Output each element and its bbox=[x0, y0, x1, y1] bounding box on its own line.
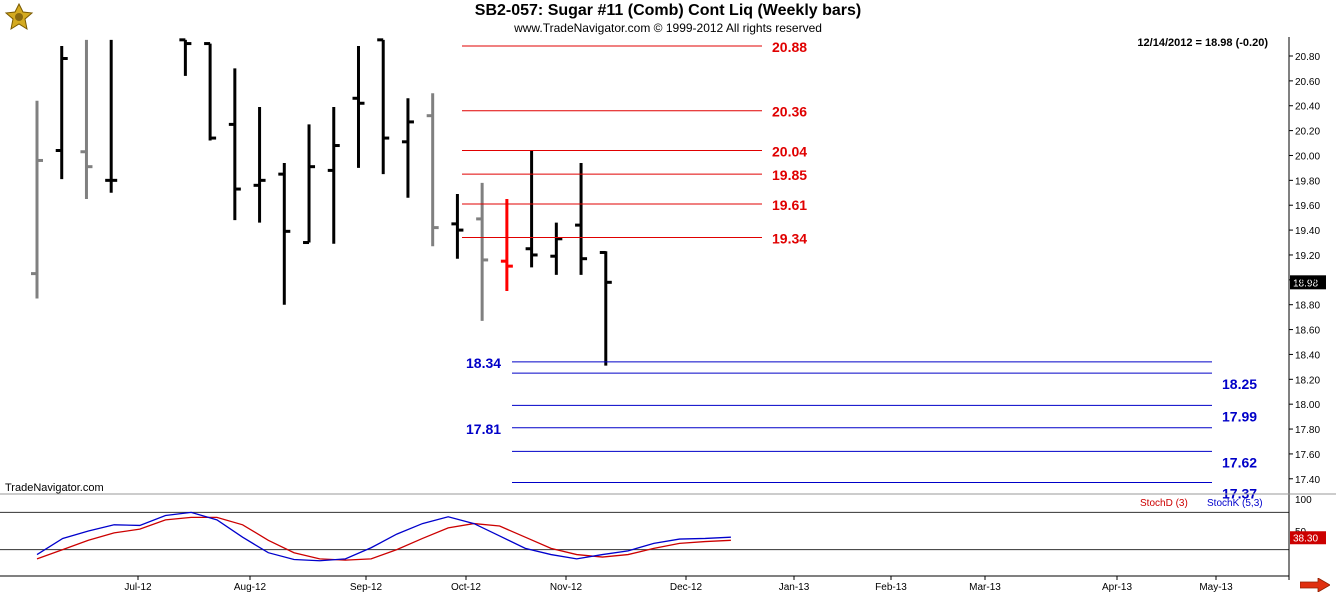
y-tick-label: 18.60 bbox=[1295, 326, 1320, 337]
tradenavigator-logo-icon bbox=[4, 2, 34, 31]
y-tick-label: 18.00 bbox=[1295, 400, 1320, 411]
y-tick-label: 17.60 bbox=[1295, 450, 1320, 461]
y-tick-label: 20.40 bbox=[1295, 102, 1320, 113]
y-tick-label: 19.80 bbox=[1295, 176, 1320, 187]
stoch-k-line bbox=[36, 511, 731, 562]
chart-title: SB2-057: Sugar #11 (Comb) Cont Liq (Week… bbox=[474, 2, 862, 19]
x-tick-label: Mar-13 bbox=[969, 582, 1001, 593]
y-tick-label: 17.80 bbox=[1295, 425, 1320, 436]
y-tick-label: 17.40 bbox=[1295, 475, 1320, 486]
price-panel: 20.88 20.36 20.04 19.85 19.61 19.34 18.34 18.25… bbox=[31, 38, 1257, 502]
x-tick-label: Jul-12 bbox=[124, 582, 152, 593]
support-label: 17.99 bbox=[1222, 408, 1257, 424]
y-tick-label: 20.20 bbox=[1295, 127, 1320, 138]
stoch-d-line bbox=[36, 516, 731, 561]
last-quote: 12/14/2012 = 18.98 (-0.20) bbox=[1137, 37, 1268, 49]
y-tick-label: 18.80 bbox=[1295, 301, 1320, 312]
y-tick-label: 18.20 bbox=[1295, 375, 1320, 386]
stoch-d-legend: StochD (3) bbox=[1140, 498, 1188, 509]
resistance-label: 19.85 bbox=[772, 167, 807, 183]
y-tick-label: 19.60 bbox=[1295, 201, 1320, 212]
support-label: 18.25 bbox=[1222, 376, 1257, 392]
stoch-last-badge bbox=[1290, 531, 1326, 545]
last-price-badge bbox=[1290, 275, 1326, 290]
price-bars bbox=[31, 38, 612, 366]
copyright-text: www.TradeNavigator.com © 1999-2012 All r… bbox=[514, 21, 822, 35]
y-tick-label: 20.00 bbox=[1295, 151, 1320, 162]
resistance-label: 20.36 bbox=[772, 104, 807, 120]
x-tick-label: Feb-13 bbox=[875, 582, 907, 593]
x-tick-label: May-13 bbox=[1199, 582, 1233, 593]
x-tick-label: Aug-12 bbox=[234, 582, 267, 593]
x-tick-label: Dec-12 bbox=[670, 582, 703, 593]
x-tick-label: Apr-13 bbox=[1102, 582, 1132, 593]
stoch-k-legend: StochK (5,3) bbox=[1207, 498, 1263, 509]
y-tick-label: 19.00 bbox=[1295, 276, 1320, 287]
stoch-y-tick-label: 100 bbox=[1295, 495, 1312, 506]
resistance-label: 20.04 bbox=[772, 144, 807, 160]
support-label: 17.81 bbox=[466, 421, 501, 437]
resistance-label: 20.88 bbox=[772, 39, 807, 55]
last-price-label: 18.98 bbox=[1293, 278, 1318, 289]
resistance-label: 19.34 bbox=[772, 231, 807, 247]
y-tick-label: 19.20 bbox=[1295, 251, 1320, 262]
stoch-last-label: 38.30 bbox=[1293, 533, 1318, 544]
support-label: 17.62 bbox=[1222, 454, 1257, 470]
resistance-label: 19.61 bbox=[772, 197, 807, 213]
x-tick-label: Oct-12 bbox=[451, 582, 481, 593]
y-tick-label: 18.40 bbox=[1295, 350, 1320, 361]
scroll-right-arrow-icon[interactable] bbox=[1300, 578, 1330, 592]
y-tick-label: 20.60 bbox=[1295, 77, 1320, 88]
axes: 18.98 Jul-12 Aug-12 Sep-12 Oct-12 Nov-12 Dec-1… bbox=[0, 37, 1336, 593]
x-tick-label: Jan-13 bbox=[779, 582, 810, 593]
brand-watermark: TradeNavigator.com bbox=[5, 482, 104, 494]
x-tick-label: Sep-12 bbox=[350, 582, 383, 593]
y-tick-label: 20.80 bbox=[1295, 52, 1320, 63]
x-tick-label: Nov-12 bbox=[550, 582, 583, 593]
support-label: 18.34 bbox=[466, 355, 501, 371]
y-tick-label: 19.40 bbox=[1295, 226, 1320, 237]
stochastic-panel: 10050StochD (3)StochK (5,3)38.30 bbox=[0, 495, 1326, 562]
